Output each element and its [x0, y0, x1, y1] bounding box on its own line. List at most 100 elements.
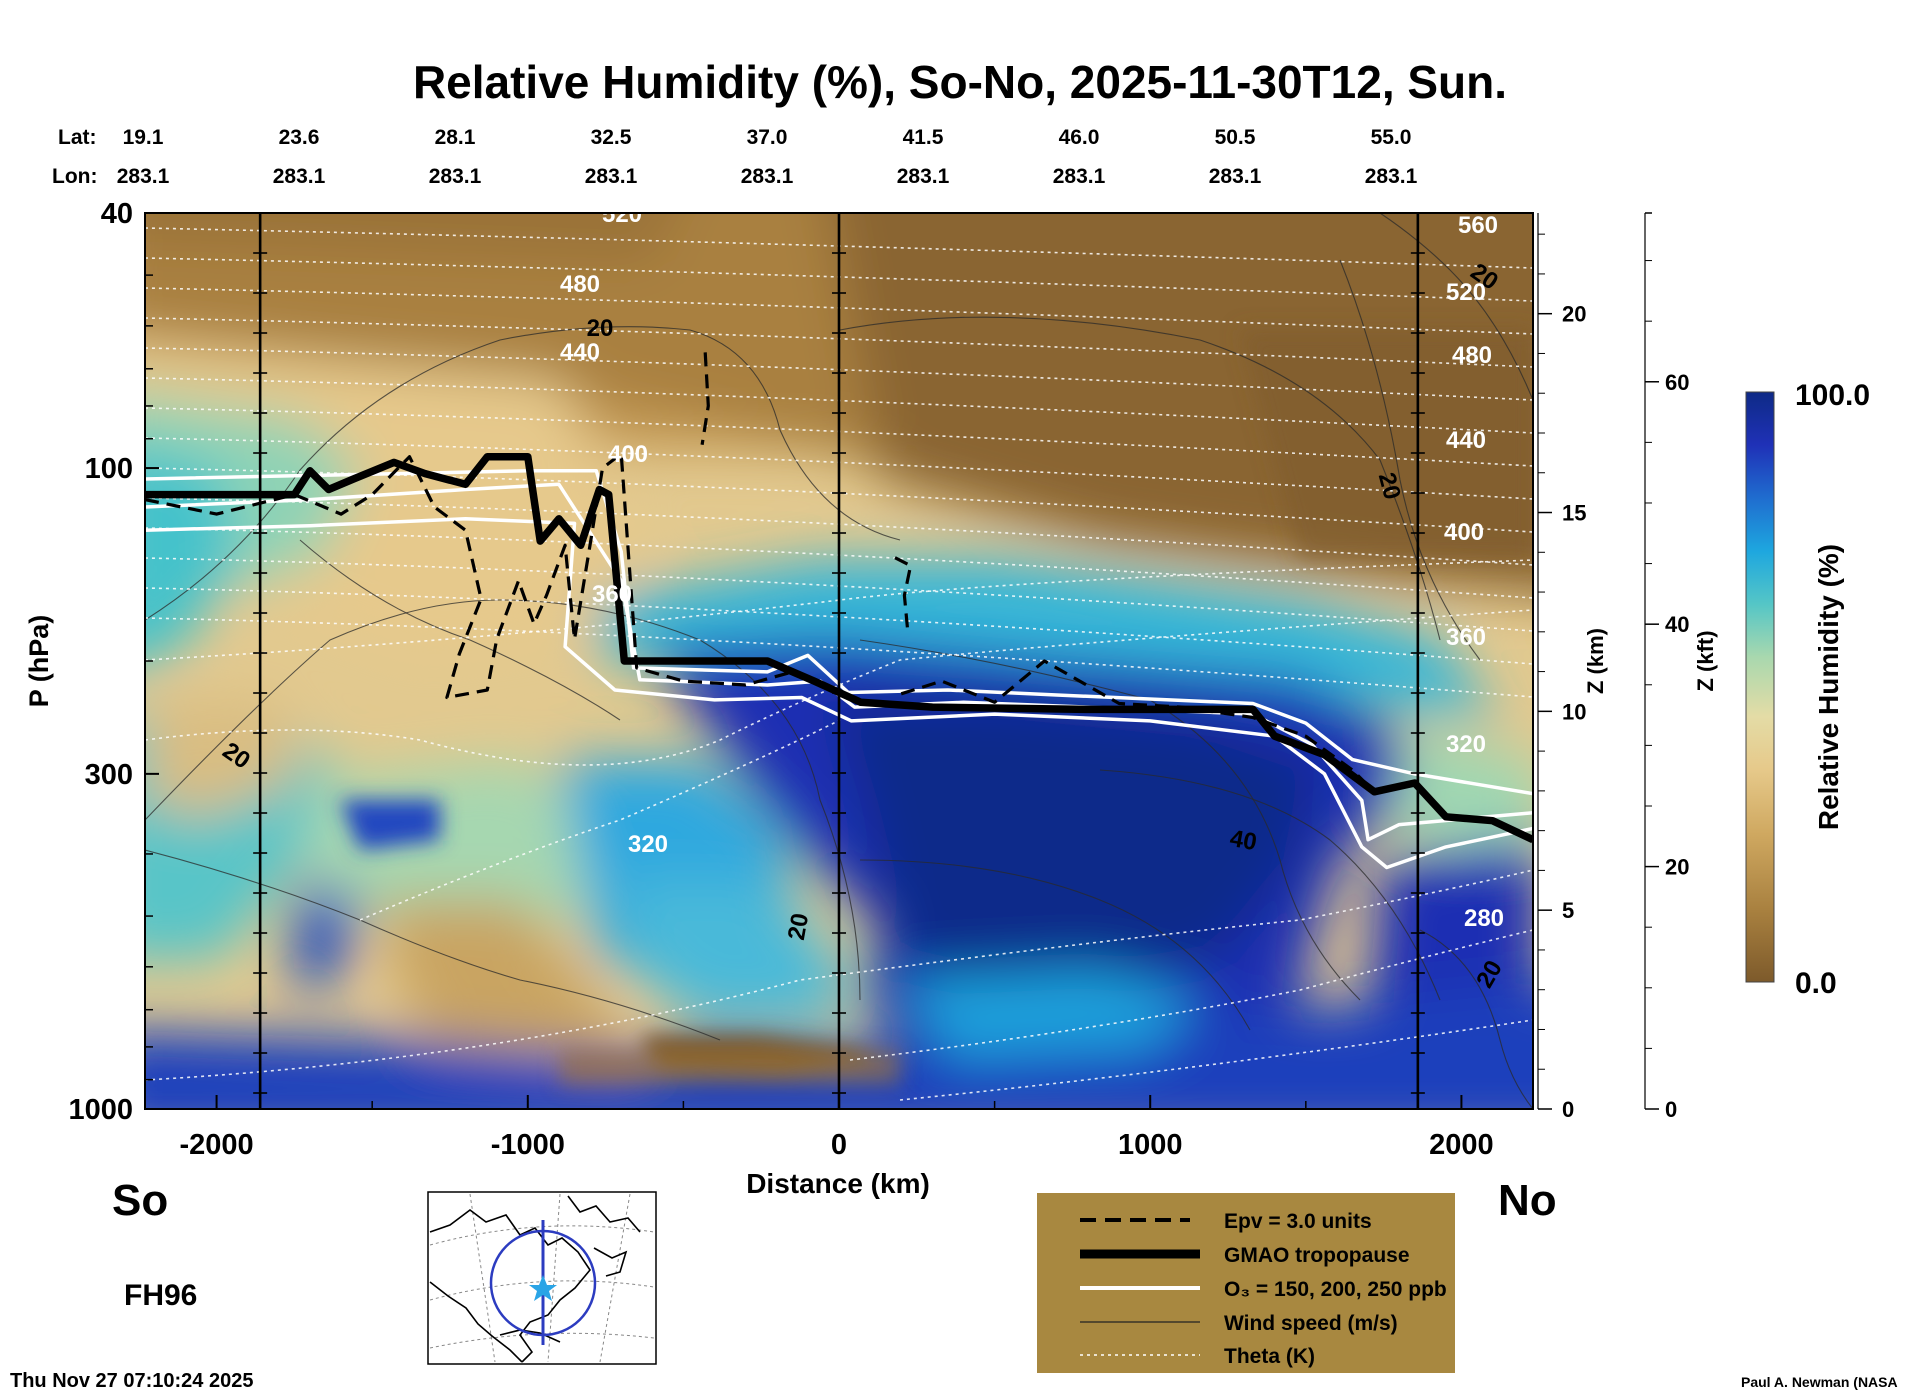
- epv-contour-1: [700, 352, 710, 446]
- theta-contour-17: [145, 869, 1533, 1081]
- x-axis-label: Distance (km): [746, 1168, 930, 1199]
- wind-contour-8: [1099, 769, 1441, 1001]
- north-label: No: [1498, 1176, 1557, 1225]
- header-lon-5: 283.1: [897, 165, 950, 188]
- header-lon-7: 283.1: [1209, 165, 1262, 188]
- header-lat-3: 32.5: [591, 126, 632, 149]
- theta-label-10: 400: [1444, 519, 1484, 546]
- theta-contour-13: [145, 617, 1533, 698]
- theta-label-2: 440: [560, 339, 600, 366]
- header-lon-1: 283.1: [273, 165, 326, 188]
- theta-contour-12: [145, 587, 1533, 665]
- theta-contour-4: [145, 347, 1533, 401]
- wind-contour-2: [145, 849, 721, 1041]
- theta-label-12: 320: [1446, 731, 1486, 758]
- header-lat-6: 46.0: [1059, 126, 1100, 149]
- header-lat-7: 50.5: [1215, 126, 1256, 149]
- legend-wind: Wind speed (m/s): [1224, 1312, 1398, 1335]
- theta-contours: [145, 227, 1533, 1101]
- theta-contour-9: [145, 497, 1533, 566]
- y-tick-label-2: 300: [85, 759, 133, 791]
- theta-contour-3: [145, 317, 1533, 368]
- x-axis: -2000 -1000 0 1000 2000: [179, 1095, 1494, 1161]
- legend: Epv = 3.0 units GMAO tropopause O₃ = 150…: [1037, 1193, 1455, 1373]
- south-label: So: [112, 1176, 168, 1225]
- header-lon-6: 283.1: [1053, 165, 1106, 188]
- z-kft-tick-label-3: 60: [1665, 370, 1689, 395]
- theta-contour-15: [145, 609, 1533, 766]
- theta-contour-6: [145, 407, 1533, 467]
- x-tick-label-4: 2000: [1429, 1129, 1494, 1161]
- y-tick-label-0: 40: [101, 198, 133, 230]
- ozone-contour-200: [145, 482, 1533, 842]
- theta-contour-8: [145, 467, 1533, 533]
- x-tick-label-2: 0: [831, 1129, 847, 1161]
- z-kft-tick-label-0: 0: [1665, 1097, 1677, 1122]
- z-km-tick-label-3: 15: [1562, 501, 1586, 526]
- theta-label-13: 280: [1464, 905, 1504, 932]
- y-axis-pressure: 40 100 300 1000: [68, 198, 159, 1126]
- y-axis-label: P (hPa): [24, 615, 54, 708]
- header-lat-4: 37.0: [747, 126, 788, 149]
- theta-label-8: 480: [1452, 342, 1492, 369]
- epv-contour-2: [894, 556, 913, 629]
- section-marker-lines: [253, 213, 1425, 1109]
- gmao-tropopause: [145, 452, 1533, 844]
- legend-epv: Epv = 3.0 units: [1224, 1210, 1372, 1233]
- wind-label-0: 20: [587, 315, 614, 342]
- legend-tropopause: GMAO tropopause: [1224, 1244, 1410, 1267]
- lat-header-label: Lat:: [58, 126, 97, 149]
- z-km-tick-label-2: 10: [1562, 699, 1586, 724]
- wind-contour-6: [1379, 213, 1533, 401]
- colorbar-title: Relative Humidity (%): [1813, 544, 1844, 830]
- theta-contour-18: [849, 929, 1533, 1061]
- theta-contour-14: [145, 559, 1533, 661]
- header-lon-2: 283.1: [429, 165, 482, 188]
- theta-contour-2: [145, 287, 1533, 335]
- colorbar: [1745, 391, 1775, 983]
- epv-contours: [145, 352, 1376, 793]
- wind-speed-contours: [145, 213, 1533, 1109]
- timestamp-label: Thu Nov 27 07:10:24 2025: [10, 1370, 253, 1392]
- wind-contour-9: [859, 859, 1251, 1031]
- wind-contour-1: [145, 599, 861, 1001]
- wind-contour-7: [1339, 259, 1481, 661]
- x-tick-label-0: -2000: [179, 1129, 253, 1161]
- z-kft-tick-label-1: 20: [1665, 855, 1689, 880]
- theta-contour-7: [145, 437, 1533, 500]
- header-lon-4: 283.1: [741, 165, 794, 188]
- z-km-axis-label: Z (km): [1583, 628, 1608, 694]
- theta-contour-5: [145, 377, 1533, 434]
- legend-ozone: O₃ = 150, 200, 250 ppb: [1224, 1278, 1447, 1301]
- contour-labels: 520 480 440 400 360 320 560 520 480 440 400 360 320 2…: [218, 201, 1508, 993]
- header-lon-3: 283.1: [585, 165, 638, 188]
- z-kft-tick-label-2: 40: [1665, 612, 1689, 637]
- theta-label-6: 560: [1458, 212, 1498, 239]
- epv-contour-3: [900, 659, 1376, 793]
- colorbar-max-label: 100.0: [1795, 379, 1870, 412]
- theta-label-4: 360: [592, 581, 632, 608]
- theta-label-0: 520: [602, 201, 642, 228]
- header-lat-8: 55.0: [1371, 126, 1412, 149]
- theta-contour-0: [145, 227, 1533, 269]
- credit-label: Paul A. Newman (NASA: [1741, 1374, 1898, 1390]
- y-tick-label-3: 1000: [68, 1094, 133, 1126]
- z-km-tick-label-1: 5: [1562, 898, 1574, 923]
- x-tick-label-1: -1000: [491, 1129, 565, 1161]
- ozone-contour-150: [145, 469, 1533, 796]
- theta-label-1: 480: [560, 271, 600, 298]
- colorbar-min-label: 0.0: [1795, 967, 1837, 1000]
- header-lat-5: 41.5: [903, 126, 944, 149]
- z-kft-axis-label: Z (kft): [1693, 630, 1718, 691]
- wind-label-2: 20: [783, 911, 814, 942]
- header-lat-0: 19.1: [123, 126, 164, 149]
- lon-header-label: Lon:: [52, 165, 97, 188]
- forecast-hour-label: FH96: [124, 1279, 197, 1312]
- wind-contour-5: [859, 639, 1361, 1001]
- theta-contour-1: [145, 257, 1533, 302]
- wind-contour-4: [839, 316, 1441, 641]
- theta-label-7: 520: [1446, 279, 1486, 306]
- theta-label-3: 400: [608, 441, 648, 468]
- inset-location-map: [427, 1191, 657, 1365]
